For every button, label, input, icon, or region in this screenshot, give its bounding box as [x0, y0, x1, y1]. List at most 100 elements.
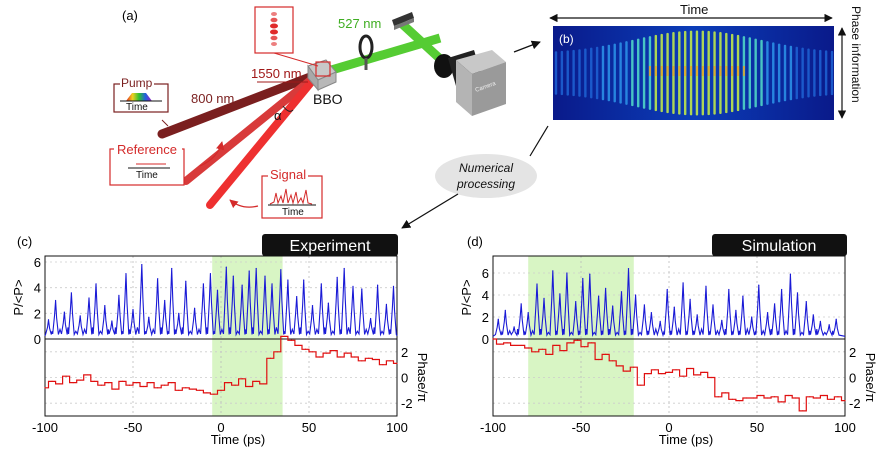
top-y-tick-label: 6 [34, 255, 41, 270]
power-peak-point [132, 308, 134, 311]
spectrogram-fringe [631, 39, 634, 107]
power-peak-point [536, 283, 538, 285]
pump-spectrum-icon [126, 93, 152, 101]
phase-point [541, 348, 543, 350]
spectrogram-time-label: Time [680, 2, 708, 17]
power-peak-point [620, 291, 623, 293]
power-peak-point [171, 267, 173, 270]
power-peak-point [605, 287, 607, 289]
reference-inset: Reference Time [109, 142, 185, 186]
phase-point [703, 371, 705, 373]
phase-point [766, 397, 769, 399]
signal-axis-label: Time [282, 207, 304, 218]
phase-point [354, 356, 356, 358]
phase-point [361, 360, 363, 362]
processing-line2: processing [456, 177, 515, 191]
x-tick-label: 50 [302, 420, 316, 435]
top-y-tick-label: 0 [34, 332, 41, 347]
signal-inset: Signal Time [261, 167, 323, 219]
panel-d-label: (d) [467, 234, 483, 249]
phase-point [276, 351, 278, 353]
spectrogram-fringe [584, 48, 587, 98]
power-peak-point [566, 272, 568, 274]
spectrogram-fringe [578, 49, 581, 97]
power-peak-point [751, 316, 753, 318]
power-peak-point [336, 276, 338, 278]
x-tick-label: -100 [480, 420, 506, 435]
signal-pulses-icon [269, 188, 313, 205]
phase-point [675, 369, 677, 371]
power-peak-point [835, 318, 837, 320]
phase-point [689, 367, 691, 370]
spectrogram-fringe [642, 37, 646, 109]
power-peak-point [352, 285, 354, 287]
spectrogram-fringe [754, 38, 757, 108]
power-peak-point [504, 309, 506, 311]
power-peak-point [627, 268, 630, 270]
lens-icon [358, 34, 374, 70]
power-peak-point [296, 296, 298, 298]
spectrogram-hotspot [678, 66, 681, 76]
power-peak-point [735, 309, 737, 311]
x-tick-label: 0 [217, 420, 224, 435]
spectrogram-to-processing-line [529, 125, 549, 157]
power-peak-point [327, 302, 329, 304]
spectrogram-fringe [813, 49, 816, 97]
power-peak-point [47, 319, 50, 321]
spectrogram-fringe [783, 44, 787, 102]
phase-point [569, 342, 572, 344]
spectrogram-hotspot [731, 66, 734, 76]
bbo-label: BBO [313, 91, 343, 107]
power-peak-point [118, 294, 120, 296]
top-y-tick-label: 6 [482, 266, 489, 281]
reference-beam [182, 70, 322, 185]
power-peak-point [650, 312, 653, 314]
reference-label: Reference [117, 142, 177, 157]
power-peak-point [232, 275, 234, 277]
plot-frame [44, 255, 398, 417]
phase-point [576, 339, 579, 341]
bottom-y-tick-label: -2 [849, 396, 861, 411]
x-tick-label: -50 [124, 420, 143, 435]
power-peak-point [185, 280, 187, 282]
phase-point [837, 396, 839, 398]
power-peak-point [216, 289, 219, 291]
power-peak-point [634, 294, 637, 296]
phase-point [724, 392, 726, 394]
phase-point [340, 356, 342, 358]
reference-arrow [199, 141, 225, 167]
spectrogram-hotspot [660, 66, 663, 76]
power-peak-point [705, 285, 707, 287]
spectrogram-fringe [801, 47, 804, 99]
bottom-y-tick-label: -2 [401, 396, 413, 411]
phase-point [661, 373, 663, 375]
phase-point [142, 385, 145, 388]
power-peak-point [157, 278, 159, 280]
top-y-tick-label: 2 [482, 310, 489, 325]
phase-point [311, 351, 314, 353]
phase-point [135, 382, 138, 384]
phase-point [759, 394, 762, 397]
phase-point [745, 397, 748, 399]
power-peak-point [248, 270, 250, 272]
top-y-tick-label: 4 [34, 281, 41, 296]
power-peak-point [111, 320, 113, 322]
power-peak-point [311, 305, 314, 307]
phase-point [199, 389, 201, 391]
spectrogram-fringe [795, 46, 798, 100]
spectrogram-fringe [760, 39, 763, 107]
simulation-badge-label: Simulation [742, 238, 817, 255]
spectrogram-fringe [830, 50, 834, 96]
phase-point [682, 375, 684, 377]
spectrogram-fringe [772, 42, 775, 104]
power-peak-point [79, 315, 81, 317]
phase-point [626, 370, 628, 372]
spectrogram-fringe [777, 43, 781, 103]
phase-point [816, 397, 818, 399]
phase-point [717, 396, 719, 398]
x-axis-label: Time (ps) [659, 432, 713, 447]
phase-point [605, 353, 607, 355]
processing-bubble: Numerical processing [401, 125, 549, 229]
phase-point [668, 371, 670, 373]
x-tick-label: -50 [572, 420, 591, 435]
